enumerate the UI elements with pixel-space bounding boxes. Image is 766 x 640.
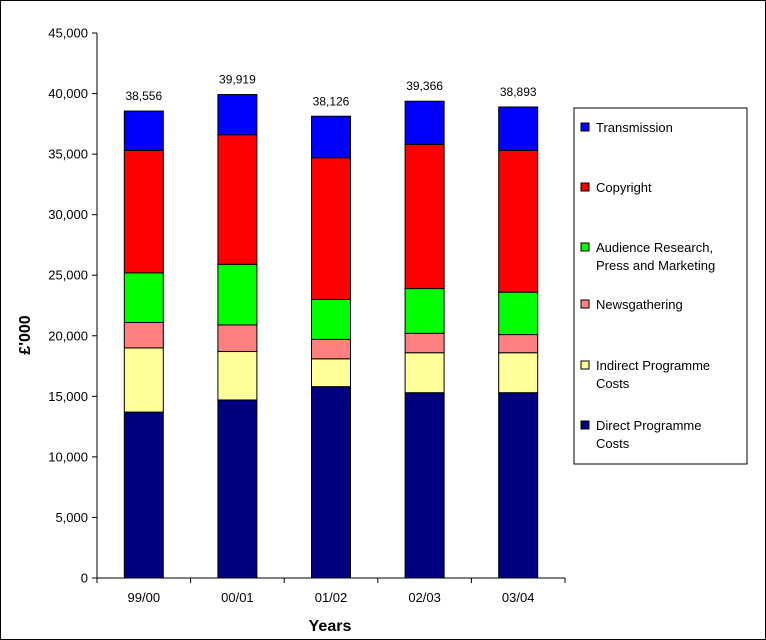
x-tick-label: 02/03 <box>408 590 441 605</box>
bar-segment <box>123 149 164 274</box>
legend-swatch <box>580 360 590 370</box>
bar-segment <box>217 263 258 326</box>
legend-swatch <box>580 299 590 309</box>
plot-area: 38,556 39,919 38,126 39,366 38,893 <box>123 73 539 579</box>
y-tick-label: 0 <box>81 571 88 586</box>
bar-segment <box>498 334 539 354</box>
legend-swatch <box>580 122 590 132</box>
bar-segment <box>311 338 351 360</box>
legend-label: Audience Research, <box>596 240 713 255</box>
legend-swatch <box>580 242 590 252</box>
bar-segment <box>217 399 258 579</box>
y-tick-label: 20,000 <box>48 328 88 343</box>
legend-swatch <box>580 420 590 430</box>
y-axis-title: £'000 <box>17 315 34 355</box>
bar-segment <box>404 332 445 354</box>
bar-segment <box>217 94 258 136</box>
x-axis-title: Years <box>309 618 352 635</box>
bar-segment <box>217 324 258 353</box>
bar-segment <box>123 347 164 413</box>
bar-segment <box>311 386 351 579</box>
bar-total-label: 38,556 <box>125 89 162 103</box>
bar-total-label: 38,126 <box>313 94 350 108</box>
x-axis: 99/00 00/01 01/02 02/03 03/04 <box>96 577 566 605</box>
legend-label: Indirect Programme <box>596 358 710 373</box>
y-tick-label: 10,000 <box>48 449 88 464</box>
x-tick-label: 99/00 <box>128 590 161 605</box>
bar-segment <box>311 358 351 388</box>
legend-swatch <box>580 182 590 192</box>
x-tick-label: 03/04 <box>502 590 535 605</box>
bar-total-label: 38,893 <box>500 85 537 99</box>
y-axis: 0 5,000 10,000 15,000 20,000 25,000 30,000 35,0… <box>48 26 98 586</box>
y-tick-label: 30,000 <box>48 207 88 222</box>
legend: Transmission Copyright Audience Research, P… <box>573 107 748 465</box>
y-tick-label: 40,000 <box>48 86 88 101</box>
bar-segment <box>498 106 539 151</box>
bar-segment <box>404 288 445 334</box>
legend-label: Newsgathering <box>596 297 683 312</box>
bar-segment <box>311 115 351 159</box>
bar-segment <box>217 351 258 401</box>
legend-label: Press and Marketing <box>596 258 715 273</box>
bar-segment <box>498 291 539 336</box>
bar-total-label: 39,366 <box>406 79 443 93</box>
bar-segment <box>217 134 258 265</box>
bar-segment <box>311 298 351 340</box>
x-tick-label: 01/02 <box>315 590 348 605</box>
bar-segment <box>498 352 539 394</box>
legend-box <box>573 107 748 465</box>
bar-segment <box>404 392 445 579</box>
bar-segment <box>311 157 351 300</box>
bar-total-label: 39,919 <box>219 73 256 87</box>
bar-segment <box>404 100 445 145</box>
bar-segment <box>123 321 164 349</box>
legend-label: Costs <box>596 376 630 391</box>
bar-segment <box>123 411 164 579</box>
x-tick-label: 00/01 <box>221 590 254 605</box>
bar-segment <box>404 352 445 394</box>
legend-label: Costs <box>596 436 630 451</box>
y-tick-label: 15,000 <box>48 389 88 404</box>
y-tick-label: 45,000 <box>48 26 88 41</box>
y-tick-label: 25,000 <box>48 268 88 283</box>
bar-segment <box>123 272 164 323</box>
legend-label: Copyright <box>596 180 652 195</box>
legend-label: Transmission <box>596 120 673 135</box>
bar-segment <box>404 143 445 290</box>
legend-label: Direct Programme <box>596 418 701 433</box>
bar-segment <box>498 149 539 293</box>
bar-segment <box>498 392 539 579</box>
y-tick-label: 5,000 <box>55 510 88 525</box>
bar-segment <box>123 110 164 151</box>
y-tick-label: 35,000 <box>48 147 88 162</box>
